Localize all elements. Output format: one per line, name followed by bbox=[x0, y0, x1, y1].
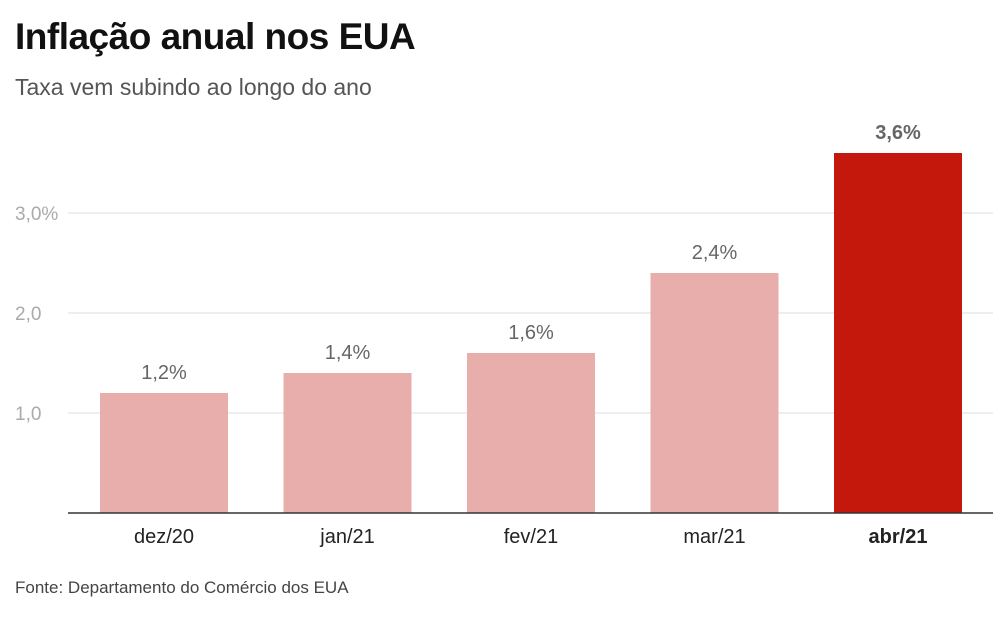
chart-title: Inflação anual nos EUA bbox=[15, 16, 416, 57]
y-tick-label: 3,0% bbox=[15, 204, 58, 225]
bar bbox=[650, 273, 779, 513]
x-tick-label: abr/21 bbox=[869, 526, 928, 548]
bar bbox=[283, 373, 412, 513]
x-tick-label: fev/21 bbox=[504, 526, 558, 548]
y-tick-label: 2,0 bbox=[15, 304, 41, 325]
bar bbox=[467, 353, 595, 513]
x-tick-label: dez/20 bbox=[134, 526, 194, 548]
value-label: 2,4% bbox=[692, 242, 738, 264]
value-label: 1,2% bbox=[141, 362, 187, 384]
value-label: 3,6% bbox=[875, 122, 921, 144]
x-tick-label: mar/21 bbox=[683, 526, 745, 548]
source-note: Fonte: Departamento do Comércio dos EUA bbox=[15, 578, 349, 597]
y-tick-label: 1,0 bbox=[15, 404, 41, 425]
x-tick-label: jan/21 bbox=[319, 526, 375, 548]
value-label: 1,6% bbox=[508, 322, 554, 344]
bar bbox=[834, 153, 962, 513]
value-label: 1,4% bbox=[325, 342, 371, 364]
bar bbox=[100, 393, 228, 513]
chart-subtitle: Taxa vem subindo ao longo do ano bbox=[15, 74, 372, 100]
